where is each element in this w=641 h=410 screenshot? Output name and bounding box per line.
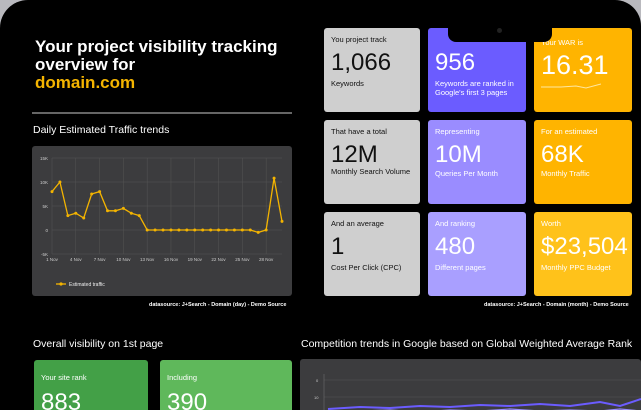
x-tick-label: 25 Nov: [235, 257, 250, 262]
competition-chart: 0 10: [314, 374, 641, 410]
legend-label: Estimated traffic: [69, 282, 105, 288]
data-point: [153, 228, 157, 232]
page-title: Your project visibility tracking overvie…: [35, 38, 285, 92]
data-point: [50, 190, 54, 194]
data-point: [113, 209, 117, 213]
data-point: [137, 214, 141, 218]
y-tick-label: 15K: [40, 156, 48, 161]
traffic-section-title: Daily Estimated Traffic trends: [33, 124, 170, 136]
data-point: [121, 206, 125, 210]
y-tick-label: 0: [45, 228, 48, 233]
competition-y-tick: 0: [316, 378, 319, 383]
card-ppc-budget: Worth $23,504 Monthly PPC Budget: [534, 212, 632, 296]
x-tick-label: 16 Nov: [164, 257, 179, 262]
traffic-chart: 15K 10K 5K 0 -5K1 Nov 4 Nov 7 Nov 10 Nov 13 Nov 1…: [40, 156, 284, 288]
x-tick-label: 10 Nov: [116, 257, 131, 262]
data-point: [256, 230, 260, 234]
data-point: [224, 228, 228, 232]
card-pages: And ranking 480 Different pages: [428, 212, 526, 296]
card-keywords-ranked: 956 Keywords are ranked in Google's firs…: [428, 28, 526, 112]
x-tick-label: 22 Nov: [211, 257, 226, 262]
x-tick-label: 1 Nov: [46, 257, 59, 262]
x-tick-label: 19 Nov: [188, 257, 203, 262]
data-point: [209, 228, 213, 232]
data-point: [280, 219, 284, 223]
x-tick-label: 28 Nov: [259, 257, 274, 262]
data-point: [90, 192, 94, 196]
x-tick-label: 7 Nov: [94, 257, 107, 262]
traffic-chart-panel: 15K 10K 5K 0 -5K 1 Nov 4 Nov 7 Nov 10 Nov 13 Nov 1…: [32, 146, 292, 296]
data-point: [82, 216, 86, 220]
legend-marker: [59, 282, 63, 286]
domain-name: domain.com: [35, 73, 136, 92]
competition-section-title: Competition trends in Google based on Gl…: [301, 338, 633, 350]
metrics-datasource: datasource: J+Search - Domain (month) - …: [484, 302, 629, 308]
data-point: [264, 228, 268, 232]
y-tick-label: 10K: [40, 180, 48, 185]
data-point: [185, 228, 189, 232]
war-sparkline: [541, 83, 602, 89]
data-point: [145, 228, 149, 232]
card-queries: Representing 10M Queries Per Month: [428, 120, 526, 204]
data-point: [74, 211, 78, 215]
title-divider: [32, 112, 292, 114]
data-point: [201, 228, 205, 232]
data-point: [248, 228, 252, 232]
card-site-rank: Your site rank 883: [34, 360, 148, 410]
data-point: [129, 211, 133, 215]
card-traffic: For an estimated 68K Monthly Traffic: [534, 120, 632, 204]
data-point: [169, 228, 173, 232]
data-point: [177, 228, 181, 232]
y-tick-label: 5K: [42, 204, 48, 209]
competition-chart-panel: 0 10: [300, 359, 641, 410]
card-including: Including 390: [160, 360, 292, 410]
card-war: Your WAR is 16.31: [534, 28, 632, 112]
data-point: [66, 214, 70, 218]
card-keywords-tracked: You project track 1,066 Keywords: [324, 28, 420, 112]
y-tick-label: -5K: [41, 252, 48, 257]
data-point: [217, 228, 221, 232]
data-point: [232, 228, 236, 232]
competition-line-1: [327, 398, 641, 410]
card-search-volume: That have a total 12M Monthly Search Vol…: [324, 120, 420, 204]
data-point: [98, 190, 102, 194]
data-point: [193, 228, 197, 232]
x-tick-label: 13 Nov: [140, 257, 155, 262]
data-point: [106, 209, 110, 213]
card-cpc: And an average 1 Cost Per Click (CPC): [324, 212, 420, 296]
competition-y-tick: 10: [314, 395, 319, 400]
camera-notch: [448, 8, 552, 42]
data-point: [161, 228, 165, 232]
data-point: [240, 228, 244, 232]
camera-icon: [497, 28, 502, 33]
data-point: [58, 180, 62, 184]
visibility-section-title: Overall visibility on 1st page: [33, 338, 164, 350]
traffic-line: [51, 178, 283, 234]
x-tick-label: 4 Nov: [70, 257, 83, 262]
traffic-datasource: datasource: J+Search - Domain (day) - De…: [149, 302, 287, 308]
data-point: [272, 176, 276, 180]
